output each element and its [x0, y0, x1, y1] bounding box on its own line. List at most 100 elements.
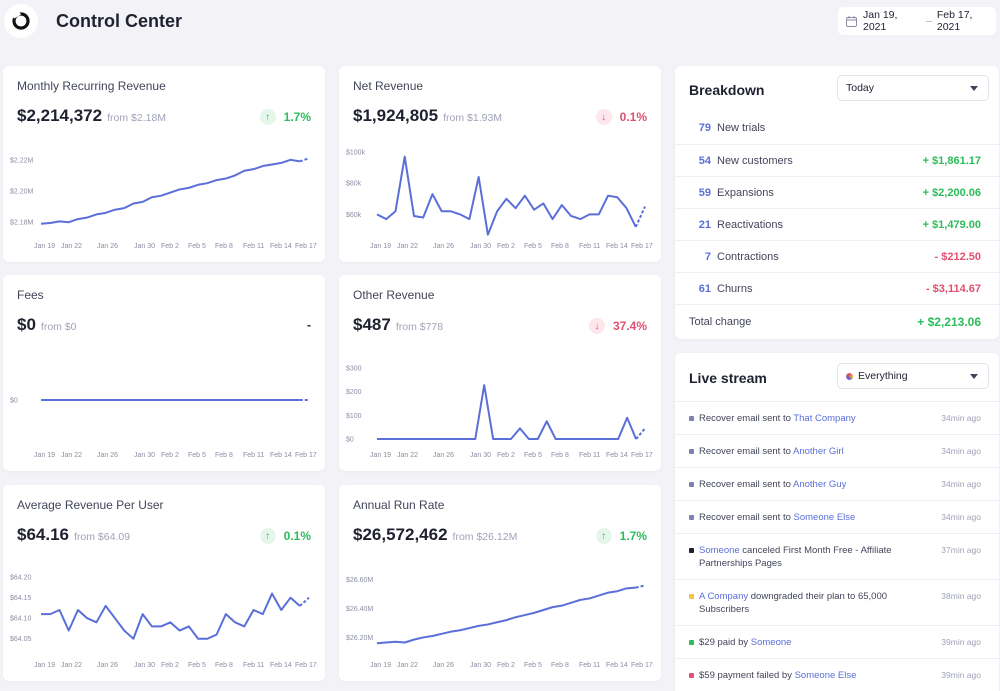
date-range-separator: – — [926, 15, 932, 27]
x-tick-label: Feb 5 — [188, 243, 206, 250]
live-stream-event[interactable]: Someone canceled First Month Free - Affi… — [675, 533, 999, 579]
breakdown-amount: + $1,861.17 — [922, 155, 981, 167]
breakdown-label: New trials — [717, 122, 766, 134]
x-tick-label: Jan 30 — [470, 452, 491, 459]
x-tick-label: Feb 5 — [524, 243, 542, 250]
arrow-up-icon: ↑ — [259, 528, 276, 544]
event-time: 34min ago — [941, 512, 981, 522]
breakdown-label: Churns — [717, 283, 753, 295]
kpi-card-net-revenue[interactable]: Net Revenue $1,924,805 from $1.93M ↓ 0.1% $60… — [339, 66, 661, 262]
x-tick-label: Jan 19 — [34, 243, 55, 250]
breakdown-row[interactable]: 7 Contractions - $212.50 — [675, 240, 999, 272]
x-tick-label: Jan 26 — [97, 662, 118, 669]
kpi-change-value: 0.1% — [619, 110, 647, 124]
x-tick-label: Jan 30 — [134, 452, 155, 459]
event-bullet-icon — [689, 673, 694, 678]
event-message: Recover email sent to Another Guy — [699, 478, 919, 491]
series-projection-segment — [634, 206, 646, 228]
live-stream-panel: Live stream Everything Recover email sen… — [675, 353, 999, 691]
x-tick-label: Feb 14 — [606, 452, 628, 459]
live-stream-title: Live stream — [689, 370, 767, 386]
event-link[interactable]: Another Guy — [793, 479, 847, 490]
kpi-previous-value: from $0 — [40, 321, 77, 333]
breakdown-period-value: Today — [846, 82, 875, 94]
y-tick-label: $0 — [10, 398, 18, 405]
kpi-change: ↑ 1.7% — [595, 528, 647, 544]
breakdown-row[interactable]: 59 Expansions + $2,200.06 — [675, 176, 999, 208]
x-tick-label: Jan 22 — [397, 452, 418, 459]
live-stream-filter-value: Everything — [858, 370, 908, 382]
live-stream-filter-select[interactable]: Everything — [837, 363, 989, 389]
event-link[interactable]: Someone — [750, 637, 792, 648]
kpi-card-arr[interactable]: Annual Run Rate $26,572,462 from $26.12M ↑ 1… — [339, 485, 661, 681]
kpi-title: Average Revenue Per User — [17, 498, 164, 512]
breakdown-row[interactable]: 21 Reactivations + $1,479.00 — [675, 208, 999, 240]
x-tick-label: Jan 26 — [97, 452, 118, 459]
event-message: A Company downgraded their plan to 65,00… — [699, 590, 919, 616]
kpi-title: Monthly Recurring Revenue — [17, 79, 166, 93]
kpi-previous-value: from $2.18M — [107, 112, 167, 124]
x-tick-label: Feb 17 — [631, 243, 653, 250]
kpi-value: $26,572,462 from $26.12M — [353, 525, 517, 545]
kpi-card-mrr[interactable]: Monthly Recurring Revenue $2,214,372 from … — [3, 66, 325, 262]
x-tick-label: Jan 26 — [433, 662, 454, 669]
x-tick-label: Jan 22 — [61, 243, 82, 250]
breakdown-label: Expansions — [717, 187, 774, 199]
kpi-change: ↑ 1.7% — [259, 109, 311, 125]
y-tick-label: $200 — [346, 389, 362, 396]
kpi-card-fees[interactable]: Fees $0 from $0 - $0 Jan 19 Jan 22 Jan 26 Jan 30… — [3, 275, 325, 471]
event-text: $29 paid by — [699, 637, 751, 648]
event-link[interactable]: Someone Else — [793, 512, 856, 523]
line-chart: $64.05 $64.10 $64.15 $64.20 Jan 19 Jan 22 Jan … — [10, 575, 317, 669]
live-stream-event[interactable]: $29 paid by Someone 39min ago — [675, 625, 999, 658]
y-tick-label: $2.18M — [10, 220, 34, 227]
breakdown-row[interactable]: 61 Churns - $3,114.67 — [675, 272, 999, 304]
series-projection-segment — [635, 427, 646, 440]
kpi-card-other-revenue[interactable]: Other Revenue $487 from $778 ↓ 37.4% $0 $100 $2… — [339, 275, 661, 471]
breakdown-amount: + $1,479.00 — [922, 219, 981, 231]
kpi-title: Annual Run Rate — [353, 498, 445, 512]
kpi-value: $64.16 from $64.09 — [17, 525, 130, 545]
live-stream-event[interactable]: Recover email sent to Another Girl 34min … — [675, 434, 999, 467]
event-link[interactable]: Someone Else — [794, 670, 857, 681]
x-tick-label: Feb 14 — [270, 452, 292, 459]
y-tick-label: $26.60M — [346, 577, 373, 584]
x-tick-label: Feb 8 — [551, 452, 569, 459]
date-range-picker[interactable]: Jan 19, 2021 – Feb 17, 2021 — [838, 7, 996, 35]
breakdown-count: 21 — [698, 219, 711, 231]
multicolor-dot-icon — [846, 372, 853, 380]
breakdown-count: 7 — [704, 251, 711, 263]
event-message: $59 payment failed by Someone Else — [699, 669, 919, 682]
breakdown-period-select[interactable]: Today — [837, 75, 989, 101]
kpi-change: ↑ 0.1% — [259, 528, 311, 544]
live-stream-event[interactable]: Recover email sent to Another Guy 34min a… — [675, 467, 999, 500]
breakdown-row[interactable]: 54 New customers + $1,861.17 — [675, 144, 999, 176]
event-link[interactable]: That Company — [793, 413, 856, 424]
breakdown-total-row: Total change + $2,213.06 — [675, 304, 999, 338]
x-tick-label: Jan 30 — [134, 662, 155, 669]
app-logo-icon[interactable] — [4, 4, 38, 38]
event-link[interactable]: Someone — [699, 545, 740, 556]
live-stream-event[interactable]: $59 payment failed by Someone Else 39min … — [675, 658, 999, 691]
live-stream-event[interactable]: A Company downgraded their plan to 65,00… — [675, 579, 999, 625]
date-range-end: Feb 17, 2021 — [936, 9, 973, 33]
kpi-card-arpu[interactable]: Average Revenue Per User $64.16 from $64.0… — [3, 485, 325, 681]
event-link[interactable]: A Company — [699, 591, 749, 602]
breakdown-row[interactable]: 79 New trials — [675, 112, 999, 144]
x-tick-label: Jan 19 — [370, 662, 391, 669]
live-stream-event[interactable]: Recover email sent to Someone Else 34min … — [675, 500, 999, 533]
kpi-title: Other Revenue — [353, 288, 435, 302]
live-stream-event[interactable]: Recover email sent to That Company 34min … — [675, 401, 999, 434]
event-bullet-icon — [689, 515, 694, 520]
logo-ring-icon — [11, 10, 30, 30]
line-chart: $0 Jan 19 Jan 22 Jan 26 Jan 30 Feb 2 Feb 5 Feb … — [10, 398, 317, 460]
x-tick-label: Jan 22 — [61, 452, 82, 459]
x-tick-label: Jan 19 — [34, 452, 55, 459]
x-tick-label: Feb 2 — [161, 662, 179, 669]
kpi-value: $2,214,372 from $2.18M — [17, 106, 166, 126]
event-link[interactable]: Another Girl — [793, 446, 844, 457]
y-tick-label: $64.05 — [10, 636, 32, 643]
x-tick-label: Feb 17 — [295, 662, 317, 669]
x-tick-label: Jan 30 — [134, 243, 155, 250]
breakdown-panel: Breakdown Today 79 New trials 54 New custom… — [675, 66, 999, 339]
